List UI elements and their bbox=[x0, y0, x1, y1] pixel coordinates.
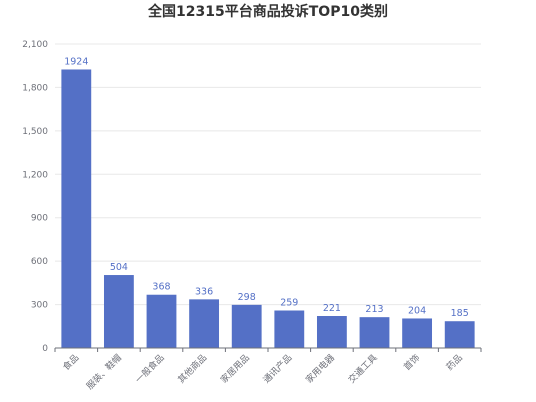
bar bbox=[189, 299, 220, 348]
y-tick-label: 300 bbox=[31, 301, 48, 311]
x-tick-label: 一般食品 bbox=[133, 352, 167, 386]
bar bbox=[103, 275, 134, 348]
y-tick-label: 0 bbox=[42, 344, 48, 354]
bar bbox=[359, 317, 390, 348]
data-label: 204 bbox=[408, 305, 426, 316]
y-tick-label: 600 bbox=[31, 257, 48, 267]
bar bbox=[274, 310, 305, 348]
data-label: 185 bbox=[451, 308, 469, 319]
x-tick-label: 服装、鞋帽 bbox=[84, 352, 124, 392]
data-labels: 1924 504 368 336 298 259 221 213 204 185 bbox=[64, 56, 469, 319]
x-tick-label: 通讯产品 bbox=[260, 352, 294, 386]
data-label: 259 bbox=[280, 298, 298, 309]
data-label: 298 bbox=[238, 292, 256, 303]
bar bbox=[402, 318, 433, 348]
bar bbox=[444, 321, 475, 348]
y-tick-label: 900 bbox=[31, 214, 48, 224]
gridlines bbox=[55, 43, 481, 306]
data-label: 368 bbox=[152, 282, 170, 293]
bar bbox=[316, 316, 347, 348]
x-tick-label: 食品 bbox=[60, 352, 81, 373]
data-label: 336 bbox=[195, 286, 213, 297]
data-label: 213 bbox=[365, 304, 383, 315]
data-label: 221 bbox=[323, 303, 341, 314]
bar bbox=[146, 294, 177, 348]
x-tick-label: 家居用品 bbox=[218, 352, 252, 386]
bar bbox=[231, 304, 262, 348]
bars bbox=[61, 69, 475, 349]
y-tick-label: 2,100 bbox=[22, 40, 48, 50]
x-tick-label: 家用电器 bbox=[303, 352, 337, 386]
x-tick-label: 药品 bbox=[444, 352, 465, 373]
x-tick-label: 其他商品 bbox=[175, 352, 209, 386]
x-tick-label: 交通工具 bbox=[346, 352, 380, 386]
y-tick-label: 1,500 bbox=[22, 127, 48, 137]
data-label: 1924 bbox=[64, 56, 88, 67]
x-tick-label: 首饰 bbox=[401, 352, 422, 373]
x-axis: 食品 服装、鞋帽 一般食品 其他商品 家居用品 通讯产品 家用电器 交通工具 首饰 药品 bbox=[54, 347, 482, 392]
chart-title: 全国12315平台商品投诉TOP10类别 bbox=[147, 3, 388, 20]
bar bbox=[61, 69, 92, 349]
y-tick-label: 1,800 bbox=[22, 83, 48, 93]
y-tick-label: 1,200 bbox=[22, 170, 48, 180]
data-label: 504 bbox=[110, 262, 128, 273]
y-axis: 0 300 600 900 1,200 1,500 1,800 2,100 bbox=[22, 40, 48, 354]
